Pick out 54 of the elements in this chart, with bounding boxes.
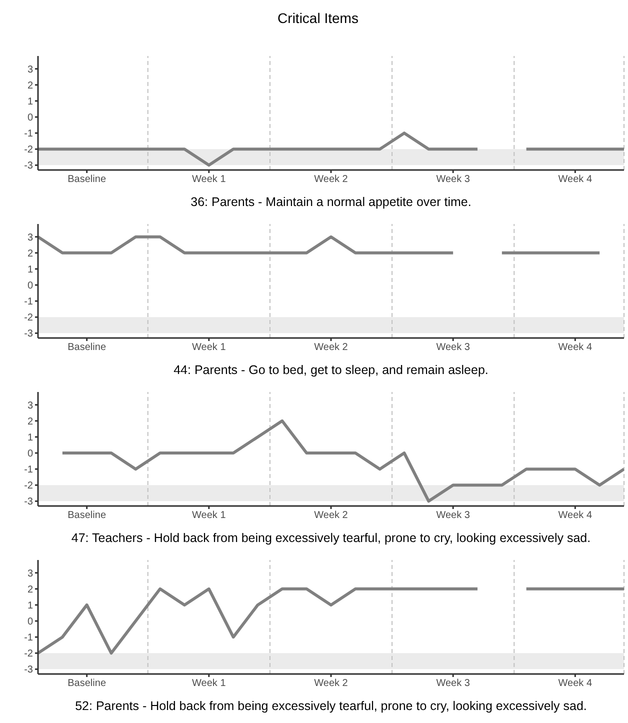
x-tick-label: Baseline [68,174,106,186]
x-tick-label: Week 2 [314,678,348,690]
x-tick-label: Week 1 [192,342,226,354]
y-tick-label: 1 [27,264,34,276]
y-tick-label: 3 [27,232,34,244]
y-tick-label: -2 [24,312,34,324]
x-tick-label: Week 1 [192,678,226,690]
y-tick-label: 0 [27,112,34,124]
x-tick-label: Week 1 [192,510,226,522]
x-tick-label: Week 3 [436,678,470,690]
chart-title: Critical Items [276,9,360,28]
x-tick-label: Baseline [68,678,106,690]
y-tick-label: -1 [24,632,34,644]
y-tick-label: 1 [27,432,34,444]
x-tick-label: Week 2 [314,342,348,354]
x-tick-label: Week 2 [314,174,348,186]
y-tick-label: 0 [27,616,34,628]
y-tick-label: 0 [27,448,34,460]
x-tick-label: Baseline [68,510,106,522]
y-tick-label: -1 [24,464,34,476]
y-tick-label: 3 [27,400,34,412]
x-tick-label: Week 4 [558,678,592,690]
y-tick-label: 1 [27,96,34,108]
x-tick-label: Week 3 [436,510,470,522]
x-tick-label: Week 2 [314,510,348,522]
x-tick-label: Week 3 [436,342,470,354]
x-tick-label: Week 4 [558,510,592,522]
x-tick-label: Week 3 [436,174,470,186]
line-series [60,419,624,503]
y-tick-label: 2 [27,584,34,596]
y-tick-label: 0 [27,280,34,292]
y-tick-label: -1 [24,296,34,308]
y-tick-label: -1 [24,128,34,140]
y-tick-label: -3 [24,328,34,340]
x-tick-label: Week 4 [558,342,592,354]
x-tick-label: Week 1 [192,174,226,186]
y-tick-label: 2 [27,416,34,428]
y-tick-label: 2 [27,80,34,92]
x-axis-title: 47: Teachers - Hold back from being excessively tearful, prone to cry, looking excessively sad. [71,531,591,545]
x-axis-title: 36: Parents - Maintain a normal appetite over time. [190,195,472,209]
x-axis-title: 44: Parents - Go to bed, get to sleep, and remain asleep. [174,363,488,377]
y-tick-label: -2 [24,144,34,156]
y-tick-label: -2 [24,648,34,660]
x-tick-label: Week 4 [558,174,592,186]
y-tick-label: 2 [27,248,34,260]
y-tick-label: -3 [24,496,34,508]
y-tick-label: 1 [27,600,34,612]
x-tick-label: Baseline [68,342,106,354]
y-tick-label: -2 [24,480,34,492]
x-axis-title: 52: Parents - Hold back from being excessively tearful, prone to cry, looking excessively sad. [75,699,587,713]
y-tick-label: -3 [24,664,34,676]
y-tick-label: 3 [27,64,34,76]
y-tick-label: -3 [24,160,34,172]
y-tick-label: 3 [27,568,34,580]
